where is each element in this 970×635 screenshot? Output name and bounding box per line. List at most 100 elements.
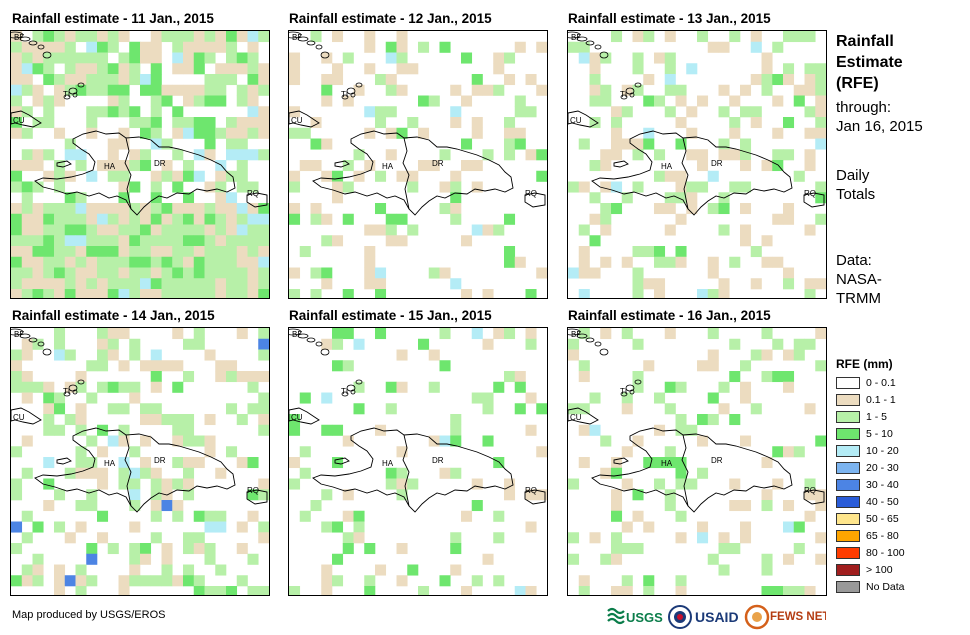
rainfall-cell bbox=[86, 360, 98, 372]
rainfall-cell bbox=[21, 203, 33, 215]
rainfall-cell bbox=[664, 31, 676, 43]
rainfall-cell bbox=[204, 235, 216, 247]
rainfall-cell bbox=[215, 63, 227, 75]
rainfall-cell bbox=[729, 256, 741, 268]
rainfall-cell bbox=[299, 467, 311, 479]
rainfall-cell bbox=[193, 95, 205, 107]
rainfall-cell bbox=[97, 224, 109, 236]
small-island-coastline bbox=[306, 337, 316, 343]
rainfall-cell bbox=[107, 246, 119, 258]
rainfall-cell bbox=[172, 106, 184, 118]
rainfall-cell bbox=[236, 181, 248, 193]
rainfall-cell bbox=[718, 289, 730, 298]
rainfall-cell bbox=[578, 224, 590, 236]
rainfall-cell bbox=[11, 521, 23, 533]
rainfall-cell bbox=[107, 235, 119, 247]
rainfall-cell bbox=[97, 246, 109, 258]
rainfall-cell bbox=[172, 203, 184, 215]
rainfall-cell bbox=[578, 138, 590, 150]
rainfall-cell bbox=[321, 338, 333, 350]
rainfall-cell bbox=[643, 31, 655, 43]
rainfall-cell bbox=[86, 127, 98, 139]
rainfall-cell bbox=[183, 575, 195, 587]
rainfall-cell bbox=[632, 338, 644, 350]
rainfall-cell bbox=[161, 160, 173, 172]
rainfall-cell bbox=[589, 160, 601, 172]
rainfall-cell bbox=[750, 403, 762, 415]
rainfall-cell bbox=[525, 289, 537, 298]
rainfall-cell bbox=[236, 117, 248, 129]
rainfall-cell bbox=[86, 392, 98, 404]
rainfall-cell bbox=[183, 532, 195, 544]
rainfall-cell bbox=[43, 31, 55, 43]
rainfall-cell bbox=[172, 478, 184, 490]
rainfall-cell bbox=[215, 510, 227, 522]
rainfall-cell bbox=[611, 181, 623, 193]
rainfall-cell bbox=[183, 467, 195, 479]
rainfall-cell bbox=[21, 289, 33, 298]
rainfall-cell bbox=[310, 138, 322, 150]
rainfall-cell bbox=[482, 84, 494, 96]
small-island-coastline bbox=[72, 389, 78, 395]
rainfall-cell bbox=[226, 52, 238, 64]
rainfall-cell bbox=[471, 328, 483, 340]
rainfall-cell bbox=[236, 371, 248, 383]
rainfall-cell bbox=[161, 414, 173, 426]
rainfall-cell bbox=[172, 41, 184, 53]
rainfall-cell bbox=[643, 521, 655, 533]
rainfall-cell bbox=[193, 246, 205, 258]
rainfall-cell bbox=[226, 235, 238, 247]
rainfall-cell bbox=[310, 267, 322, 279]
rainfall-cell bbox=[236, 213, 248, 225]
rainfall-cell bbox=[761, 63, 773, 75]
rainfall-cell bbox=[140, 403, 152, 415]
rainfall-cell bbox=[247, 278, 259, 290]
rainfall-cell bbox=[32, 246, 44, 258]
rainfall-cell bbox=[289, 203, 301, 215]
rainfall-cell bbox=[236, 149, 248, 161]
rainfall-cell bbox=[43, 424, 55, 436]
small-island-coastline bbox=[568, 328, 581, 336]
rainfall-cell bbox=[140, 127, 152, 139]
legend-label: 1 - 5 bbox=[866, 410, 888, 423]
rainfall-cell bbox=[504, 256, 516, 268]
ha-dr-border bbox=[681, 434, 689, 507]
rainfall-cell bbox=[118, 575, 130, 587]
rainfall-cell bbox=[815, 278, 826, 290]
rainfall-cell bbox=[107, 63, 119, 75]
rainfall-cell bbox=[761, 553, 773, 565]
rainfall-cell bbox=[664, 403, 676, 415]
rainfall-cell bbox=[342, 510, 354, 522]
rainfall-cell bbox=[664, 63, 676, 75]
rainfall-cell bbox=[772, 256, 784, 268]
rainfall-cell bbox=[804, 278, 816, 290]
rainfall-cell bbox=[140, 203, 152, 215]
rainfall-cell bbox=[172, 181, 184, 193]
rainfall-cell bbox=[86, 267, 98, 279]
rainfall-cell bbox=[172, 31, 184, 43]
map-label-bf: BF bbox=[571, 33, 581, 42]
rainfall-cell bbox=[729, 478, 741, 490]
rainfall-cell bbox=[783, 117, 795, 129]
rainfall-cell bbox=[32, 52, 44, 64]
rainfall-cell bbox=[332, 457, 344, 469]
rainfall-cell bbox=[321, 564, 333, 576]
rainfall-cell bbox=[654, 289, 666, 298]
rainfall-cell bbox=[761, 489, 773, 501]
rainfall-cell bbox=[364, 586, 376, 595]
rainfall-cell bbox=[226, 586, 238, 595]
rainfall-cell bbox=[740, 84, 752, 96]
rainfall-cell bbox=[43, 224, 55, 236]
rainfall-cell bbox=[204, 41, 216, 53]
rainfall-cell bbox=[226, 403, 238, 415]
daily-totals-label: Daily Totals bbox=[836, 167, 876, 203]
rainfall-cell bbox=[772, 586, 784, 595]
rainfall-cell bbox=[740, 160, 752, 172]
rainfall-cell bbox=[11, 117, 23, 129]
rainfall-cell bbox=[247, 117, 259, 129]
rainfall-cell bbox=[611, 457, 623, 469]
rainfall-cell bbox=[21, 532, 33, 544]
rainfall-cell bbox=[140, 543, 152, 555]
rainfall-cell bbox=[772, 338, 784, 350]
rainfall-cell bbox=[129, 543, 141, 555]
